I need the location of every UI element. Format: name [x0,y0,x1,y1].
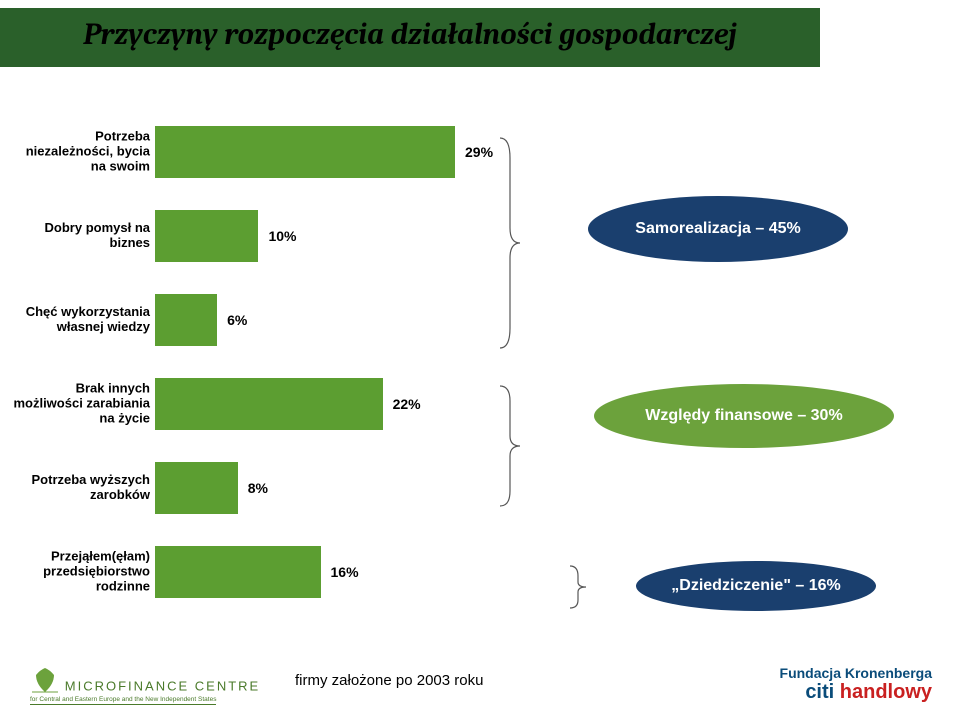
bar-value: 29% [465,144,493,160]
bar-label: Potrzeba wyższych zarobków [10,473,150,503]
bar-label: Dobry pomysł na biznes [10,221,150,251]
bar-value: 10% [268,228,296,244]
group-badge: Względy finansowe – 30% [594,384,894,448]
bar [155,462,238,514]
group-label: Samorealizacja – 45% [635,220,800,238]
bar-label: Przejąłem(ęłam) przedsiębiorstwo rodzinn… [10,550,150,595]
page-title: Przyczyny rozpoczęcia działalności gospo… [0,18,820,53]
group-label: „Dziedziczenie" – 16% [671,577,840,595]
bar-row: Dobry pomysł na biznes 10% [0,202,560,270]
bar-row: Przejąłem(ęłam) przedsiębiorstwo rodzinn… [0,538,560,606]
bracket-icon [490,128,530,358]
bracket-icon [560,558,600,616]
logo-text: MICROFINANCE CENTRE [65,678,260,693]
bar-value: 16% [331,564,359,580]
bar-value: 22% [393,396,421,412]
group-badge: Samorealizacja – 45% [588,196,848,262]
bar-chart: Potrzeba niezależności, bycia na swoim 2… [0,118,560,622]
bar [155,210,258,262]
bracket-icon [490,376,530,516]
bar-value: 6% [227,312,247,328]
bar-label: Chęć wykorzystania własnej wiedzy [10,305,150,335]
title-banner: Przyczyny rozpoczęcia działalności gospo… [0,8,820,67]
logo-citi-red: handlowy [840,681,932,703]
logo-microfinance: MICROFINANCE CENTRE for Central and East… [30,666,260,705]
bar [155,294,217,346]
bar [155,126,455,178]
bar-row: Chęć wykorzystania własnej wiedzy 6% [0,286,560,354]
footer: MICROFINANCE CENTRE for Central and East… [0,644,960,714]
logo-kronenberg-citi: Fundacja Kronenberga citi handlowy [780,665,932,704]
logo-citi: citi handlowy [780,681,932,704]
bar-value: 8% [248,480,268,496]
footer-caption: firmy założone po 2003 roku [295,672,483,689]
bar [155,546,321,598]
bar-row: Brak innych możliwości zarabiania na życ… [0,370,560,438]
logo-text: Fundacja Kronenberga [780,665,932,681]
logo-citi-blue: citi [805,681,839,703]
bar-label: Potrzeba niezależności, bycia na swoim [10,130,150,175]
group-label: Względy finansowe – 30% [645,407,842,425]
leaf-icon [30,666,60,694]
group-badge: „Dziedziczenie" – 16% [636,561,876,611]
bar [155,378,383,430]
logo-subtext: for Central and Eastern Europe and the N… [30,696,216,705]
bar-label: Brak innych możliwości zarabiania na życ… [10,382,150,427]
bar-row: Potrzeba wyższych zarobków 8% [0,454,560,522]
bar-row: Potrzeba niezależności, bycia na swoim 2… [0,118,560,186]
